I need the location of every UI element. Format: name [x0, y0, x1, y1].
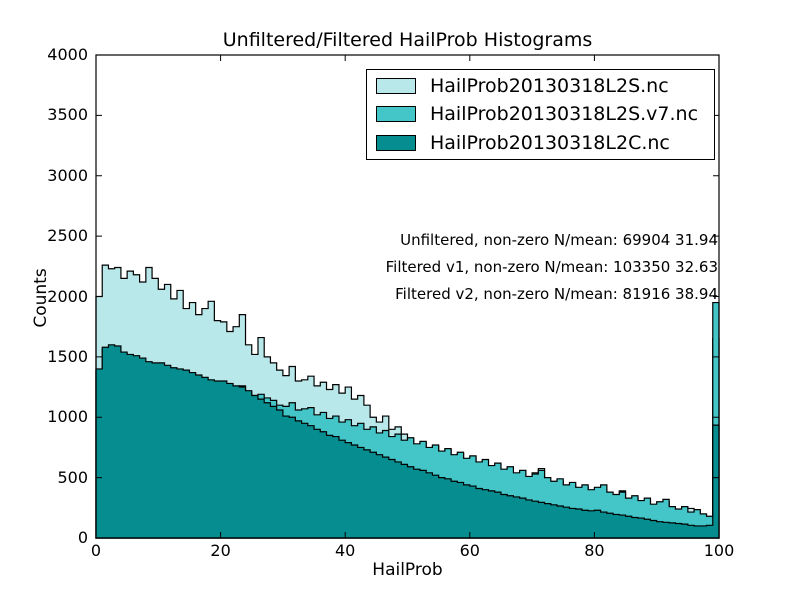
annotation-line: Filtered v1, non-zero N/mean: 103350 32.… [385, 258, 718, 276]
x-tick-label: 80 [584, 541, 605, 560]
y-tick-label: 3500 [47, 105, 88, 125]
legend-label: HailProb20130318L2C.nc [430, 131, 670, 154]
x-tick-label: 0 [90, 541, 102, 560]
y-tick-label: 1500 [47, 346, 88, 366]
y-tick-label: 2000 [47, 286, 88, 306]
chart-title: Unfiltered/Filtered HailProb Histograms [222, 29, 593, 51]
x-tick-label: 60 [459, 541, 480, 560]
legend-label: HailProb20130318L2S.v7.nc [430, 103, 699, 126]
y-tick-label: 3000 [47, 165, 88, 185]
stats-annotations: Unfiltered, non-zero N/mean: 69904 31.94… [300, 227, 718, 308]
annotation-line: Unfiltered, non-zero N/mean: 69904 31.94 [400, 231, 718, 249]
histogram-series-2 [95, 344, 720, 539]
legend-swatch [376, 134, 416, 151]
y-tick-label: 1000 [47, 407, 88, 427]
legend-item: HailProb20130318L2S.nc [367, 75, 714, 97]
x-axis-label: HailProb [372, 560, 443, 580]
y-tick-label: 2500 [47, 226, 88, 246]
x-tick-label: 40 [335, 541, 356, 560]
legend: HailProb20130318L2S.nc HailProb20130318L2… [366, 69, 715, 160]
legend-item: HailProb20130318L2S.v7.nc [367, 103, 714, 125]
legend-swatch [376, 78, 416, 95]
legend-item: HailProb20130318L2C.nc [367, 132, 714, 154]
legend-swatch [376, 106, 416, 123]
y-tick-label: 4000 [47, 45, 88, 64]
y-tick-label: 500 [57, 467, 88, 487]
legend-label: HailProb20130318L2S.nc [430, 75, 669, 98]
annotation-line: Filtered v2, non-zero N/mean: 81916 38.9… [395, 285, 718, 303]
y-tick-label: 0 [77, 528, 88, 547]
x-tick-label: 100 [703, 541, 735, 560]
x-tick-label: 20 [210, 541, 231, 560]
